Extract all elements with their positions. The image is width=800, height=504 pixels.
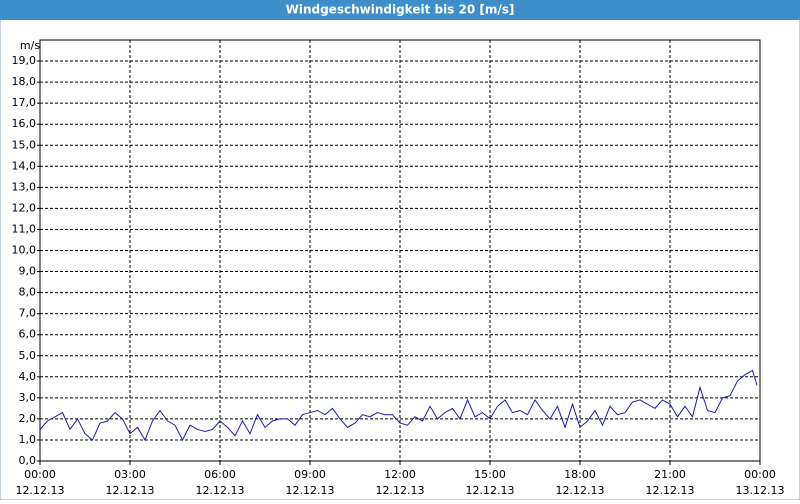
x-tick-label: 06:00 (204, 468, 236, 481)
y-tick-label: 15,0 (12, 138, 37, 151)
x-tick-label: 15:00 (474, 468, 506, 481)
x-tick-label: 00:00 (744, 468, 776, 481)
x-tick-date: 12.12.13 (646, 484, 695, 497)
x-tick-date: 12.12.13 (16, 484, 65, 497)
y-tick-label: 5,0 (19, 349, 37, 362)
y-tick-label: 14,0 (12, 159, 37, 172)
y-tick-label: 1,0 (19, 433, 37, 446)
x-tick-label: 21:00 (654, 468, 686, 481)
x-tick-label: 18:00 (564, 468, 596, 481)
y-tick-label: 0,0 (19, 454, 37, 467)
y-tick-label: 16,0 (12, 117, 37, 130)
y-tick-label: 11,0 (12, 222, 37, 235)
y-tick-label: 12,0 (12, 201, 37, 214)
x-tick-label: 00:00 (24, 468, 56, 481)
x-tick-label: 03:00 (114, 468, 146, 481)
y-tick-label: 17,0 (12, 96, 37, 109)
x-tick-date: 12.12.13 (106, 484, 155, 497)
x-tick-label: 12:00 (384, 468, 416, 481)
y-tick-label: 7,0 (19, 307, 37, 320)
x-tick-date: 12.12.13 (286, 484, 335, 497)
x-tick-date: 13.12.13 (736, 484, 785, 497)
y-tick-label: 10,0 (12, 244, 37, 257)
x-tick-date: 12.12.13 (466, 484, 515, 497)
y-tick-label: 4,0 (19, 370, 37, 383)
x-tick-date: 12.12.13 (196, 484, 245, 497)
x-tick-label: 09:00 (294, 468, 326, 481)
x-tick-date: 12.12.13 (556, 484, 605, 497)
y-axis-label: m/s (20, 39, 40, 52)
y-tick-label: 18,0 (12, 75, 37, 88)
chart-title: Windgeschwindigkeit bis 20 [m/s] (286, 3, 515, 17)
title-bar (0, 0, 800, 20)
y-tick-label: 13,0 (12, 180, 37, 193)
x-tick-date: 12.12.13 (376, 484, 425, 497)
y-tick-label: 3,0 (19, 391, 37, 404)
y-tick-label: 2,0 (19, 412, 37, 425)
y-tick-label: 6,0 (19, 328, 37, 341)
data-line (39, 369, 758, 442)
y-tick-label: 8,0 (19, 286, 37, 299)
y-tick-label: 19,0 (12, 54, 37, 67)
y-tick-label: 9,0 (19, 265, 37, 278)
